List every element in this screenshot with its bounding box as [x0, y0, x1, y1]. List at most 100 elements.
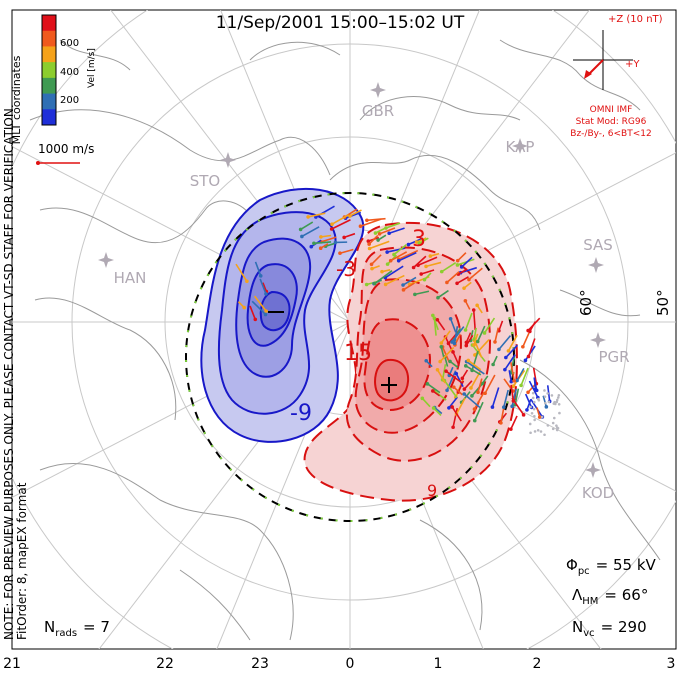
station-label-han: HAN: [114, 269, 147, 287]
vector-origin: [439, 345, 444, 349]
phi-pc-subscript: pc: [578, 566, 590, 577]
vector-origin: [490, 405, 495, 409]
velocity-vector: [455, 397, 466, 415]
nrads-value: = 7: [83, 618, 110, 636]
vector-origin: [431, 313, 435, 318]
mlt-tick-3: 3: [667, 656, 676, 672]
vector-origin: [401, 288, 406, 292]
vector-origin: [431, 406, 436, 410]
vector-origin: [472, 407, 477, 411]
vector-origin: [446, 341, 451, 346]
velocity-vector: [473, 327, 477, 340]
colorbar-swatch: [42, 15, 56, 32]
velocity-vector: [313, 241, 332, 245]
vector-origin: [551, 427, 555, 431]
vector-origin: [388, 258, 393, 263]
velocity-vector: [385, 222, 401, 229]
vector-origin: [413, 292, 417, 297]
phi-pc-symbol: Φ: [566, 556, 578, 574]
velocity-vector: [449, 318, 457, 333]
velocity-vector: [453, 326, 459, 344]
map-title: 11/Sep/2001 15:00–15:02 UT: [216, 13, 465, 33]
svg-text:Φpc= 55 kV: Φpc = 55 kV: [566, 556, 657, 577]
radar-stations: GBR STO KAP HAN SAS PGR KOD: [98, 82, 630, 502]
velocity-vector: [420, 269, 435, 275]
nvc-value: = 290: [601, 618, 647, 636]
vector-origin: [373, 231, 378, 235]
mlt-tick-22: 22: [156, 656, 174, 672]
colorbar-swatch: [42, 46, 56, 63]
vector-origin: [511, 384, 516, 388]
velocity-vector: [452, 407, 459, 428]
velocity-vector: [451, 326, 465, 343]
velocity-vector: [301, 226, 320, 238]
vector-origin: [396, 259, 401, 263]
vector-origin: [318, 246, 323, 251]
vector-origin: [367, 246, 372, 251]
colorbar-label: Vel [m/s]: [87, 48, 97, 88]
vector-origin: [544, 405, 549, 409]
velocity-vector: [433, 390, 447, 401]
vector-origin: [319, 235, 323, 239]
velocity-vector: [235, 263, 248, 282]
velocity-vector: [440, 330, 451, 344]
lambda-hm-value: = 66°: [604, 586, 648, 604]
vector-origin: [530, 411, 534, 415]
vector-origin: [550, 394, 554, 397]
vector-origin: [515, 378, 519, 383]
velocity-vector: [360, 218, 382, 227]
fit-statistics: Φpc = 55 kV ΛHM = 66° Nvc = 290 Nrads = 7: [44, 556, 657, 639]
velocity-vector: [370, 254, 382, 265]
station-marker: [590, 332, 606, 348]
fit-order-note: FitOrder: 8, mapEX format: [15, 482, 29, 640]
vector-origin: [438, 359, 442, 364]
velocity-vector: [446, 271, 460, 284]
velocity-vector: [467, 359, 482, 371]
latitude-label-50: 50°: [654, 289, 672, 316]
vector-origin: [462, 392, 466, 396]
vector-origin: [383, 282, 388, 287]
velocity-vector: [498, 335, 512, 350]
velocity-vector: [471, 344, 486, 362]
velocity-vector: [526, 399, 532, 411]
vector-origin: [445, 280, 449, 285]
imf-clock: +Z (10 nT) +Y OMNI IMF Stat Mod: RG96 Bz…: [570, 14, 662, 139]
vector-origin: [460, 376, 465, 381]
velocity-vector: [476, 325, 486, 342]
mlt-axis: 21 22 23 0 1 2 3: [3, 656, 675, 672]
vector-origin: [253, 317, 258, 322]
vector-origin: [551, 421, 555, 425]
nrads-symbol: N: [44, 618, 55, 636]
velocity-vector: [443, 380, 458, 399]
vector-origin: [455, 258, 460, 263]
vector-origin: [369, 262, 374, 267]
vector-origin: [528, 422, 532, 426]
imf-model-line: OMNI IMF: [590, 105, 633, 115]
mlt-tick-1: 1: [434, 656, 443, 672]
svg-text:Nvc= 290: Nvc = 290: [572, 618, 647, 639]
velocity-vector: [432, 315, 439, 331]
vector-origin: [558, 411, 561, 415]
vector-origin: [452, 385, 456, 389]
vector-origin: [472, 343, 476, 347]
imf-model-line: Stat Mod: RG96: [576, 117, 647, 127]
station-label-pgr: PGR: [598, 348, 629, 366]
velocity-vector: [426, 383, 441, 394]
vector-origin: [330, 222, 334, 227]
velocity-vector: [368, 234, 379, 245]
velocity-vector: [403, 282, 415, 291]
velocity-vector: [441, 364, 447, 380]
vector-origin: [298, 227, 303, 232]
vector-origin: [537, 415, 542, 419]
velocity-vector: [251, 300, 267, 316]
velocity-vector: [343, 232, 356, 239]
vector-origin: [546, 392, 549, 395]
vector-origin: [333, 240, 338, 245]
velocity-vector: [463, 380, 473, 390]
vector-origin: [540, 415, 544, 419]
vector-origin: [470, 394, 474, 398]
vector-origin: [526, 328, 530, 333]
vector-origin: [466, 358, 471, 363]
contour-labels: 3 -3 -9 15 9: [290, 227, 437, 500]
velocity-vector: [483, 317, 496, 334]
